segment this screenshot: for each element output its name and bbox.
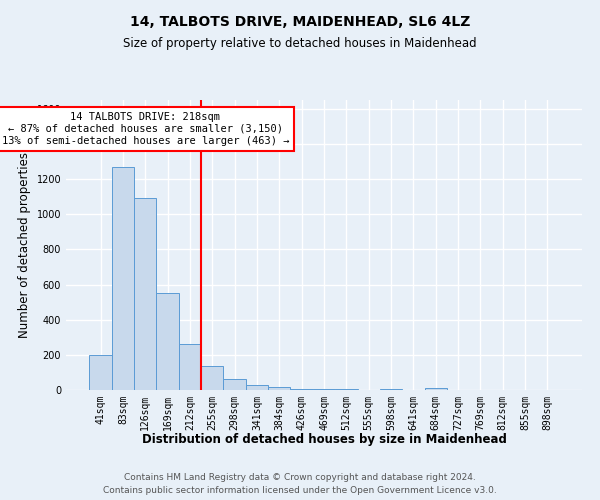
Text: Distribution of detached houses by size in Maidenhead: Distribution of detached houses by size … xyxy=(142,432,506,446)
Bar xyxy=(246,384,268,390)
Bar xyxy=(223,380,246,390)
Bar xyxy=(380,389,402,390)
Bar xyxy=(201,366,223,390)
Bar xyxy=(290,388,313,390)
Bar xyxy=(313,389,335,390)
Bar xyxy=(179,344,201,390)
Bar xyxy=(89,355,112,390)
Y-axis label: Number of detached properties: Number of detached properties xyxy=(18,152,31,338)
Bar xyxy=(425,388,447,390)
Bar xyxy=(157,294,179,390)
Text: 14, TALBOTS DRIVE, MAIDENHEAD, SL6 4LZ: 14, TALBOTS DRIVE, MAIDENHEAD, SL6 4LZ xyxy=(130,15,470,29)
Text: Contains public sector information licensed under the Open Government Licence v3: Contains public sector information licen… xyxy=(103,486,497,495)
Text: Size of property relative to detached houses in Maidenhead: Size of property relative to detached ho… xyxy=(123,38,477,51)
Text: Contains HM Land Registry data © Crown copyright and database right 2024.: Contains HM Land Registry data © Crown c… xyxy=(124,472,476,482)
Bar xyxy=(268,388,290,390)
Text: 14 TALBOTS DRIVE: 218sqm
← 87% of detached houses are smaller (3,150)
13% of sem: 14 TALBOTS DRIVE: 218sqm ← 87% of detach… xyxy=(2,112,289,146)
Bar xyxy=(112,167,134,390)
Bar xyxy=(134,198,157,390)
